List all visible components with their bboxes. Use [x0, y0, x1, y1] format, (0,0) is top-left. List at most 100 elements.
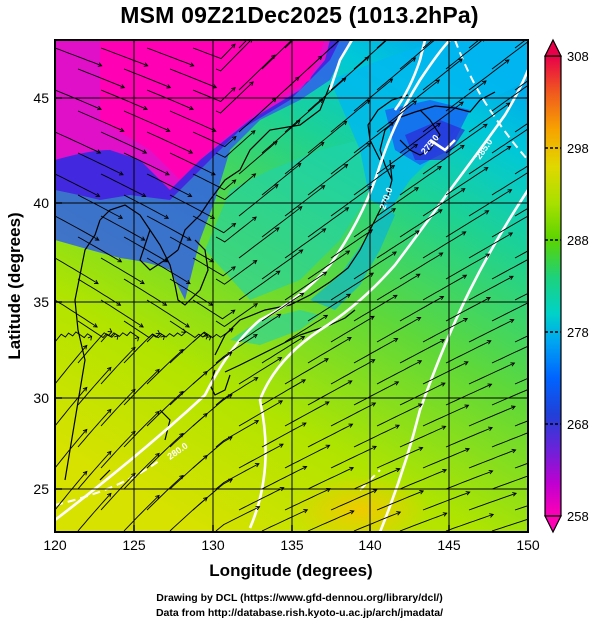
- streamline: [77, 110, 124, 132]
- colorbar-tick-label: 278: [567, 325, 589, 340]
- streamline: [330, 229, 373, 259]
- streamline: [491, 258, 528, 280]
- isotherms: [55, 40, 528, 532]
- streamline: [238, 357, 282, 385]
- streamline: [422, 101, 464, 133]
- streamline-arrowhead: [483, 166, 489, 172]
- streamline-arrowhead: [416, 317, 422, 322]
- streamline: [445, 513, 494, 532]
- streamline: [100, 215, 146, 241]
- streamline: [169, 110, 216, 132]
- streamline: [422, 448, 470, 469]
- streamline-arrowhead: [134, 336, 140, 342]
- streamline: [100, 347, 136, 385]
- streamline-arrowhead: [486, 340, 492, 345]
- streamline: [445, 427, 493, 448]
- streamline-arrowhead: [325, 444, 331, 449]
- streamline: [491, 389, 528, 406]
- streamline-arrowhead: [231, 43, 236, 49]
- streamline-arrowhead: [97, 62, 103, 67]
- streamline: [123, 152, 170, 176]
- streamline-arrowhead: [459, 144, 465, 150]
- streamline-arrowhead: [96, 149, 102, 154]
- streamline-arrowhead: [120, 84, 126, 89]
- streamline-arrowhead: [464, 404, 470, 409]
- streamline: [514, 377, 528, 385]
- streamline-arrowhead: [106, 408, 112, 414]
- streamline: [100, 431, 136, 469]
- streamline: [123, 333, 161, 364]
- streamline: [376, 317, 421, 343]
- streamline-arrowhead: [582, 473, 586, 477]
- streamline-arrowhead: [255, 506, 261, 511]
- streamline: [238, 141, 278, 175]
- streamline-arrowhead: [388, 78, 394, 83]
- streamline-arrowhead: [393, 338, 399, 343]
- streamline: [238, 487, 284, 511]
- streamline: [422, 188, 466, 217]
- streamline-arrowhead: [440, 382, 446, 387]
- streamline-arrowhead: [82, 470, 88, 476]
- y-tick-label: 30: [33, 390, 49, 406]
- streamline-arrowhead: [299, 292, 305, 297]
- streamline-arrowhead: [414, 230, 420, 235]
- streamline-arrowhead: [227, 394, 233, 399]
- streamline-arrowhead: [510, 362, 516, 367]
- streamline: [376, 40, 387, 49]
- streamline-arrowhead: [506, 145, 512, 151]
- streamline: [468, 40, 480, 49]
- streamline-arrowhead: [228, 328, 234, 333]
- streamline: [491, 345, 528, 364]
- streamline: [123, 68, 171, 89]
- streamline-arrowhead: [254, 463, 260, 468]
- streamline-arrowhead: [181, 328, 187, 333]
- streamline-arrowhead: [165, 127, 171, 132]
- streamline-arrowhead: [212, 84, 218, 89]
- streamline: [445, 340, 491, 364]
- streamline: [468, 275, 514, 301]
- streamline: [238, 40, 248, 49]
- streamline: [330, 445, 377, 469]
- streamline-arrowhead: [185, 279, 191, 285]
- streamline: [422, 145, 465, 175]
- streamline-arrowhead: [139, 279, 145, 285]
- streamline-arrowhead: [534, 385, 538, 389]
- streamline: [307, 423, 353, 448]
- colorbar-tick-label: 288: [567, 233, 589, 248]
- streamline: [422, 318, 468, 343]
- streamline-arrowhead: [346, 293, 351, 298]
- streamline: [445, 80, 487, 112]
- streamline-arrowhead: [252, 259, 258, 265]
- streamline: [399, 209, 443, 238]
- streamline: [376, 57, 416, 91]
- streamline-arrowhead: [107, 328, 113, 333]
- streamline: [100, 331, 139, 343]
- streamline: [77, 409, 112, 448]
- streamline: [330, 316, 375, 343]
- streamline: [192, 299, 236, 320]
- streamline-arrowhead: [465, 491, 471, 496]
- streamline-arrowhead: [189, 105, 194, 111]
- streamline-arrowhead: [369, 315, 375, 321]
- streamline: [353, 468, 400, 490]
- streamline-arrowhead: [106, 366, 112, 372]
- streamline-arrowhead: [231, 179, 237, 184]
- streamline: [491, 302, 528, 322]
- streamline-arrowhead: [511, 448, 517, 454]
- streamline-arrowhead: [142, 149, 148, 154]
- streamline: [445, 383, 492, 406]
- streamline-arrowhead: [344, 207, 350, 212]
- x-tick-label: 145: [437, 537, 461, 553]
- streamline-arrowhead: [231, 135, 237, 141]
- streamline-arrowhead: [364, 14, 368, 18]
- streamline-arrowhead: [272, 140, 278, 146]
- streamline: [215, 377, 258, 406]
- streamline: [422, 58, 463, 91]
- streamline: [100, 131, 147, 154]
- streamline-arrowhead: [278, 400, 283, 405]
- streamline-arrowhead: [106, 450, 112, 456]
- streamline: [100, 473, 136, 511]
- streamline-arrowhead: [323, 314, 329, 320]
- streamline-arrowhead: [302, 465, 308, 470]
- streamline-arrowhead: [320, 185, 326, 190]
